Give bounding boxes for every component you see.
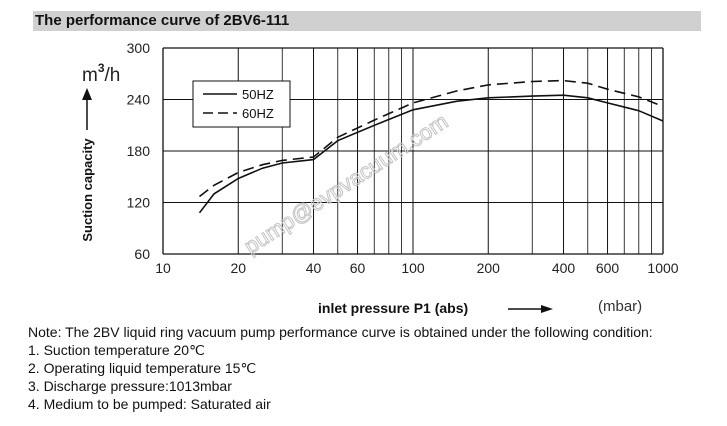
y-axis-label: Suction capacity bbox=[80, 138, 95, 242]
x-axis-label: inlet pressure P1 (abs) bbox=[318, 300, 468, 316]
watermark-text: pump@evpvacuum.com bbox=[239, 109, 452, 259]
note-item-4: 4. Medium to be pumped: Saturated air bbox=[28, 396, 271, 412]
legend-label-60hz: 60HZ bbox=[242, 106, 274, 121]
performance-chart: pump@evpvacuum.com 50HZ 60HZ 10 20 40 60 100 2… bbox=[80, 40, 679, 316]
series-line-50hz bbox=[198, 94, 664, 214]
y-unit-label: m3/h bbox=[82, 61, 120, 86]
x-tick-label-400: 400 bbox=[552, 260, 576, 276]
chart-labels: 10 20 40 60 100 200 400 600 1000 60 120 180 240 300 m3… bbox=[80, 40, 679, 316]
note-intro: Note: The 2BV liquid ring vacuum pump pe… bbox=[28, 324, 653, 340]
x-tick-label-20: 20 bbox=[230, 260, 246, 276]
x-tick-label-600: 600 bbox=[596, 260, 620, 276]
x-tick-label-200: 200 bbox=[477, 260, 501, 276]
series-lines bbox=[198, 79, 664, 214]
x-tick-label-100: 100 bbox=[401, 260, 425, 276]
y-tick-label-180: 180 bbox=[127, 143, 151, 159]
y-axis-arrow-head bbox=[82, 88, 92, 100]
title-bar: The performance curve of 2BV6-111 bbox=[33, 11, 701, 31]
grid bbox=[162, 47, 664, 255]
note-item-3: 3. Discharge pressure:1013mbar bbox=[28, 378, 232, 394]
y-unit-exponent: 3 bbox=[98, 61, 105, 75]
note-item-1: 1. Suction temperature 20℃ bbox=[28, 342, 205, 358]
x-tick-label-1000: 1000 bbox=[647, 260, 678, 276]
legend-box bbox=[192, 80, 291, 128]
y-tick-label-60: 60 bbox=[134, 246, 150, 262]
y-unit-rest: /h bbox=[105, 65, 121, 86]
y-tick-label-240: 240 bbox=[127, 92, 151, 108]
legend: 50HZ 60HZ bbox=[192, 80, 291, 128]
x-tick-label-60: 60 bbox=[350, 260, 366, 276]
y-tick-label-120: 120 bbox=[127, 195, 151, 211]
x-axis-arrow-head bbox=[541, 305, 553, 313]
y-unit-base: m bbox=[82, 65, 98, 86]
x-tick-label-40: 40 bbox=[306, 260, 322, 276]
y-tick-label-300: 300 bbox=[127, 40, 151, 56]
note-item-2: 2. Operating liquid temperature 15℃ bbox=[28, 360, 257, 376]
x-tick-label-10: 10 bbox=[155, 260, 171, 276]
legend-label-50hz: 50HZ bbox=[242, 87, 274, 102]
x-unit-label: (mbar) bbox=[598, 298, 642, 315]
watermark: pump@evpvacuum.com bbox=[239, 108, 453, 259]
page-title: The performance curve of 2BV6-111 bbox=[35, 12, 290, 29]
